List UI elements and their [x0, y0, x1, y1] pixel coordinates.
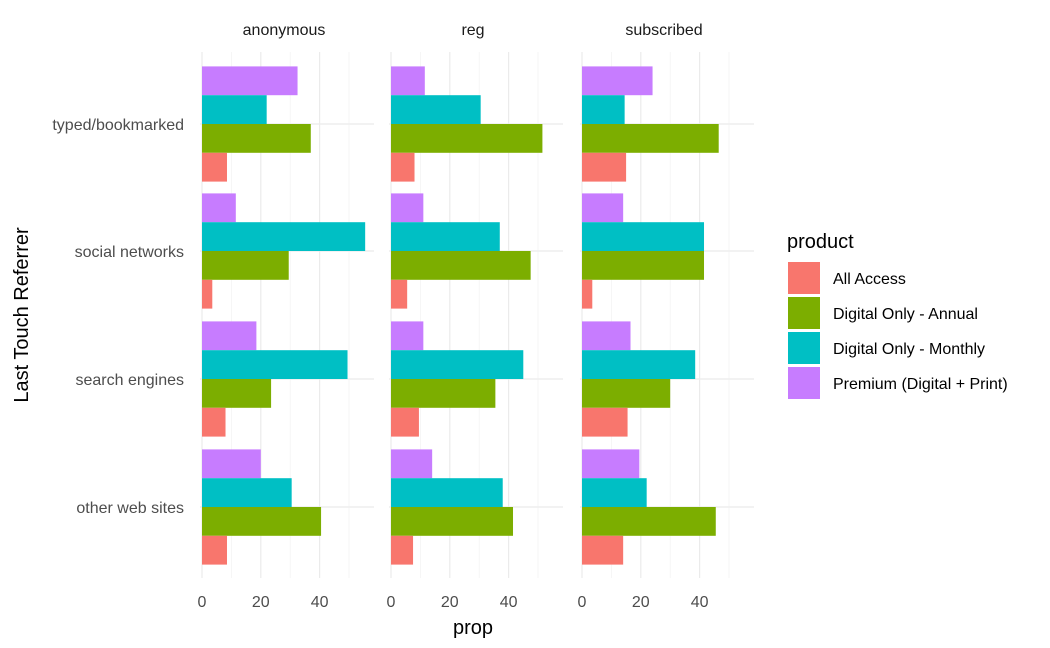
bar-subscribed-social-networks-digital-only-annual — [582, 251, 705, 280]
y-tick-label: social networks — [75, 244, 184, 261]
bar-reg-typed-bookmarked-digital-only-annual — [391, 124, 543, 153]
bar-subscribed-social-networks-all-access — [582, 279, 593, 309]
bar-anonymous-typed-bookmarked-digital-only-monthly — [202, 95, 267, 124]
facet-panel-anonymous: anonymous 0 20 40 — [198, 22, 374, 611]
bar-reg-other-web-sites-premium-digital-print — [391, 449, 433, 479]
legend-label: Premium (Digital + Print) — [833, 376, 1008, 393]
bar-anonymous-social-networks-digital-only-annual — [202, 251, 289, 280]
x-tick-label: 0 — [198, 594, 207, 611]
bar-anonymous-other-web-sites-premium-digital-print — [202, 449, 261, 479]
legend-key-digital-only-monthly — [788, 332, 820, 364]
x-tick-label: 20 — [632, 594, 650, 611]
bar-anonymous-other-web-sites-all-access — [202, 535, 227, 565]
bar-anonymous-other-web-sites-digital-only-annual — [202, 507, 322, 536]
bar-subscribed-other-web-sites-premium-digital-print — [582, 449, 640, 479]
x-tick-label: 40 — [691, 594, 709, 611]
legend-label: Digital Only - Annual — [833, 306, 978, 323]
x-tick-label: 40 — [311, 594, 329, 611]
bar-anonymous-search-engines-premium-digital-print — [202, 321, 257, 351]
facet-panel-reg: reg 0 20 40 — [387, 22, 563, 611]
bar-anonymous-typed-bookmarked-premium-digital-print — [202, 66, 298, 96]
y-tick-label: typed/bookmarked — [52, 117, 184, 134]
bar-anonymous-social-networks-digital-only-monthly — [202, 222, 366, 251]
x-axis-title: prop — [453, 617, 493, 639]
bar-reg-search-engines-digital-only-monthly — [391, 350, 524, 379]
bar-anonymous-search-engines-digital-only-monthly — [202, 350, 348, 379]
legend-title: product — [787, 231, 854, 253]
bar-subscribed-other-web-sites-digital-only-annual — [582, 507, 716, 536]
bar-subscribed-social-networks-premium-digital-print — [582, 193, 624, 223]
facet-strip-label: anonymous — [243, 22, 326, 39]
y-axis-title: Last Touch Referrer — [11, 227, 33, 403]
legend-key-digital-only-annual — [788, 297, 820, 329]
bar-anonymous-typed-bookmarked-all-access — [202, 152, 227, 182]
bar-reg-social-networks-digital-only-annual — [391, 251, 531, 280]
bar-anonymous-social-networks-premium-digital-print — [202, 193, 236, 223]
bar-subscribed-typed-bookmarked-digital-only-annual — [582, 124, 719, 153]
x-tick-label: 20 — [441, 594, 459, 611]
facet-strip-label: subscribed — [625, 22, 702, 39]
bar-reg-typed-bookmarked-digital-only-monthly — [391, 95, 481, 124]
legend-key-premium-digital-print — [788, 367, 820, 399]
legend: product All Access Digital Only - Annual D… — [787, 231, 1008, 399]
x-tick-label: 40 — [500, 594, 518, 611]
bar-subscribed-other-web-sites-digital-only-monthly — [582, 478, 647, 507]
y-axis: typed/bookmarked social networks search en… — [52, 117, 184, 517]
bar-reg-other-web-sites-digital-only-annual — [391, 507, 514, 536]
bar-reg-typed-bookmarked-premium-digital-print — [391, 66, 425, 96]
bar-reg-typed-bookmarked-all-access — [391, 152, 415, 182]
bar-subscribed-search-engines-digital-only-annual — [582, 379, 671, 408]
bar-reg-social-networks-premium-digital-print — [391, 193, 424, 223]
bar-reg-search-engines-premium-digital-print — [391, 321, 424, 351]
bar-anonymous-search-engines-digital-only-annual — [202, 379, 272, 408]
legend-key-all-access — [788, 262, 820, 294]
y-tick-label: search engines — [75, 372, 184, 389]
bar-reg-social-networks-all-access — [391, 279, 408, 309]
facet-strip-label: reg — [461, 22, 484, 39]
bar-anonymous-search-engines-all-access — [202, 407, 226, 437]
bar-subscribed-typed-bookmarked-premium-digital-print — [582, 66, 653, 96]
bar-reg-search-engines-all-access — [391, 407, 419, 437]
legend-label: Digital Only - Monthly — [833, 341, 985, 358]
bar-reg-other-web-sites-all-access — [391, 535, 414, 565]
bar-subscribed-search-engines-all-access — [582, 407, 628, 437]
x-tick-label: 20 — [252, 594, 270, 611]
legend-label: All Access — [833, 271, 906, 288]
bar-reg-search-engines-digital-only-annual — [391, 379, 496, 408]
bar-subscribed-search-engines-premium-digital-print — [582, 321, 631, 351]
bar-subscribed-social-networks-digital-only-monthly — [582, 222, 705, 251]
bar-reg-other-web-sites-digital-only-monthly — [391, 478, 503, 507]
bar-anonymous-typed-bookmarked-digital-only-annual — [202, 124, 311, 153]
bar-anonymous-social-networks-all-access — [202, 279, 213, 309]
bar-subscribed-search-engines-digital-only-monthly — [582, 350, 696, 379]
x-tick-label: 0 — [578, 594, 587, 611]
bar-subscribed-typed-bookmarked-all-access — [582, 152, 627, 182]
bar-anonymous-other-web-sites-digital-only-monthly — [202, 478, 292, 507]
x-tick-label: 0 — [387, 594, 396, 611]
chart-panels: anonymous 0 20 40 reg 0 20 40 subscribed 0 20 40 — [198, 22, 754, 611]
y-tick-label: other web sites — [76, 500, 184, 517]
bar-reg-social-networks-digital-only-monthly — [391, 222, 500, 251]
facet-panel-subscribed: subscribed 0 20 40 — [578, 22, 754, 611]
bar-subscribed-other-web-sites-all-access — [582, 535, 624, 565]
bar-subscribed-typed-bookmarked-digital-only-monthly — [582, 95, 625, 124]
